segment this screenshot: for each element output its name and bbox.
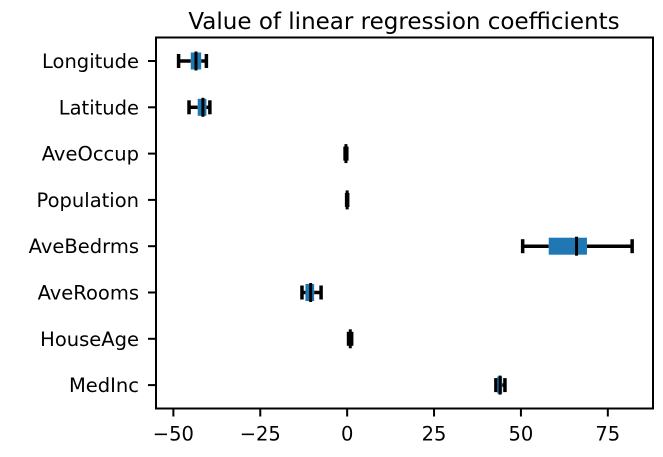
x-tick-label: 25 (422, 423, 447, 446)
x-tick-label: 50 (509, 423, 534, 446)
y-tick-label: AveOccup (42, 143, 139, 166)
y-tick-label: Latitude (59, 96, 139, 119)
x-tick-label: −25 (240, 423, 281, 446)
plot-area: Longitude Latitude AveOccup Population AveBe… (29, 50, 634, 446)
box (548, 237, 587, 255)
y-tick-label: Population (37, 189, 139, 212)
y-tick-label: MedInc (69, 374, 139, 397)
x-tick-label: 0 (341, 423, 353, 446)
y-tick-label: HouseAge (40, 328, 139, 351)
axes-frame (155, 36, 654, 410)
chart-title: Value of linear regression coefficients (188, 9, 619, 35)
y-tick-label: Longitude (42, 50, 139, 73)
x-tick-label: 75 (595, 423, 620, 446)
x-tick-label: −50 (153, 423, 194, 446)
y-tick-label: AveBedrms (29, 235, 139, 258)
y-tick-label: AveRooms (38, 282, 139, 305)
